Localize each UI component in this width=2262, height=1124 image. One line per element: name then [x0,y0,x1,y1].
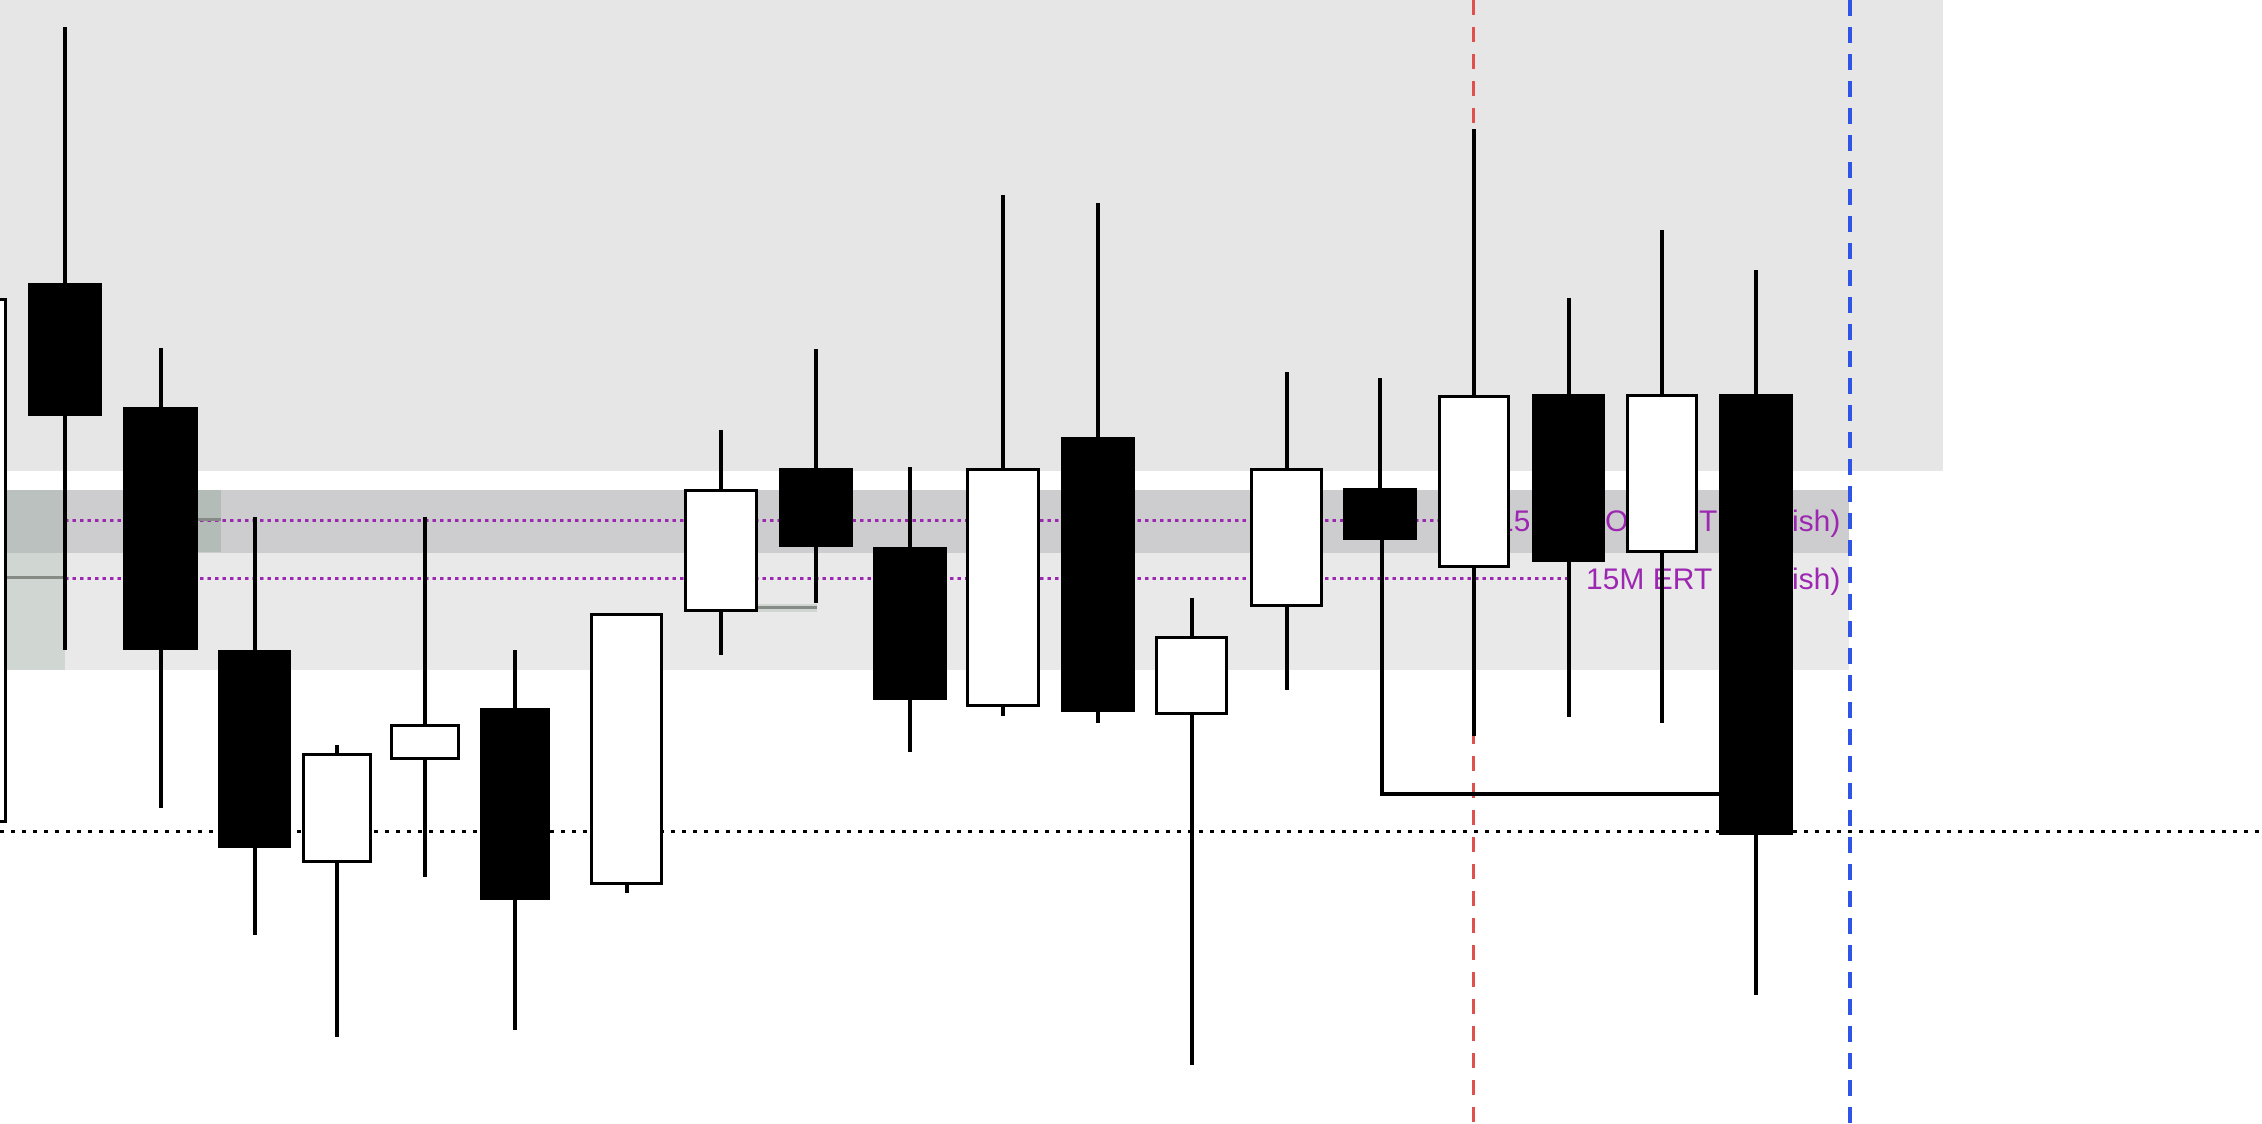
candle-15-body-up [1250,468,1323,607]
zone-left[interactable] [7,490,65,670]
blue-dashed-vline[interactable] [1848,0,1852,1124]
candle-3-body-down [123,407,198,650]
candle-12-wick [1001,195,1005,716]
candle-8-body-up [590,613,663,885]
label-frag-2a[interactable]: 15M ERT I [1586,563,1729,596]
black-dotted-line[interactable] [0,830,2262,833]
candle-19-body-up [1626,394,1698,553]
candle-16-body-down [1343,488,1417,540]
candle-5-wick [335,745,339,1037]
candle-16-wick [1378,378,1382,540]
breaker-rect[interactable] [1380,540,1719,796]
candle-6-body-up [390,724,460,760]
candle-1-body-up [0,298,7,823]
session-rect [0,0,1943,471]
candle-14-body-up [1155,636,1228,715]
candle-7-body-down [480,708,550,900]
candle-10-body-down [779,468,853,547]
candle-13-body-down [1061,437,1135,712]
candle-5-body-up [302,753,372,863]
zone-left-midline [7,576,65,579]
zone-mini-midline [758,606,817,609]
label-frag-1c[interactable]: T [1699,505,1718,538]
candle-12-body-up [966,468,1040,707]
label-frag-1d[interactable]: ish) [1792,505,1841,538]
label-frag-2b[interactable]: ish) [1792,563,1841,596]
candle-17-body-up [1438,395,1510,568]
candle-6-wick [423,517,427,877]
candle-18-body-down [1532,394,1605,562]
candle-11-body-down [873,547,947,700]
candle-4-body-down [218,650,291,848]
candle-2-body-down [28,283,102,416]
candle-20-body-down [1719,394,1793,835]
candle-14-wick [1189,598,1194,1065]
candle-9-body-up [684,489,758,612]
